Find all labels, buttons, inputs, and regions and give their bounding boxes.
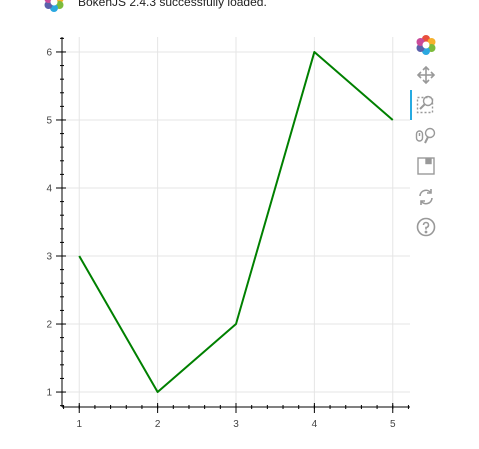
bokeh-logo-icon[interactable] [415, 34, 437, 56]
y-tick-label: 2 [46, 320, 52, 331]
series-line [78, 50, 394, 394]
y-tick-label: 3 [46, 252, 52, 263]
axes: 1 2 3 4 5 1 2 3 4 5 6 [46, 37, 410, 430]
wheel-zoom-icon[interactable] [415, 125, 437, 147]
y-tick-label: 6 [46, 47, 52, 58]
help-icon[interactable] [415, 216, 437, 238]
y-tick-label: 5 [46, 115, 52, 126]
x-tick-label: 2 [155, 419, 161, 430]
line-chart[interactable]: 1 2 3 4 5 1 2 3 4 5 6 [0, 0, 410, 449]
load-message: BokehJS 2.4.3 successfully loaded. [78, 0, 267, 9]
grid [62, 37, 410, 407]
y-tick-label: 1 [46, 388, 52, 399]
reset-icon[interactable] [415, 186, 437, 208]
y-tick-label: 4 [46, 183, 52, 194]
x-tick-label: 1 [76, 419, 82, 430]
x-tick-label: 4 [312, 419, 318, 430]
bokeh-logo-icon [44, 0, 64, 12]
series-layer [78, 50, 394, 394]
save-icon[interactable] [415, 155, 437, 177]
x-tick-label: 3 [233, 419, 239, 430]
x-tick-label: 5 [390, 419, 396, 430]
active-tool-indicator [410, 90, 412, 120]
box-zoom-icon[interactable] [415, 93, 437, 115]
load-banner: BokehJS 2.4.3 successfully loaded. [44, 0, 267, 12]
pan-icon[interactable] [415, 64, 437, 86]
